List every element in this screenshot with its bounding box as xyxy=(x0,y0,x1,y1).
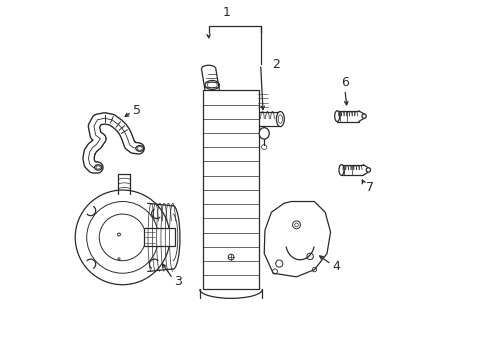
Bar xyxy=(203,90,258,289)
Ellipse shape xyxy=(94,165,102,170)
Ellipse shape xyxy=(259,128,269,139)
Polygon shape xyxy=(264,202,330,277)
Ellipse shape xyxy=(338,165,344,175)
Text: 1: 1 xyxy=(222,6,230,19)
Ellipse shape xyxy=(366,168,370,172)
Ellipse shape xyxy=(334,111,339,122)
Bar xyxy=(337,111,364,122)
Bar xyxy=(144,228,174,246)
Text: 3: 3 xyxy=(174,275,182,288)
Ellipse shape xyxy=(276,112,284,127)
Bar xyxy=(203,90,258,289)
Text: 4: 4 xyxy=(332,260,340,273)
Text: 2: 2 xyxy=(272,58,280,71)
Ellipse shape xyxy=(361,114,366,118)
Bar xyxy=(341,165,367,175)
Bar xyxy=(144,228,174,246)
Ellipse shape xyxy=(136,145,143,151)
Text: 7: 7 xyxy=(365,181,373,194)
Text: 6: 6 xyxy=(340,76,348,89)
Ellipse shape xyxy=(75,190,169,285)
Text: 5: 5 xyxy=(133,104,141,117)
